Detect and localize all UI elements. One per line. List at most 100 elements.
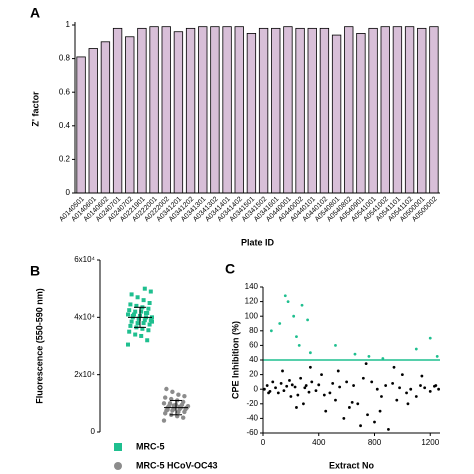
point [140,326,145,331]
point [136,316,141,321]
point [353,352,357,356]
point [150,319,154,324]
point [147,301,152,305]
point [308,351,312,355]
point [348,406,351,409]
point [133,309,138,314]
x-tick-label: 800 [368,438,382,447]
point [304,384,308,387]
point [181,415,186,420]
point [141,321,146,326]
point [282,389,286,393]
point [328,391,332,395]
x-axis-label: Plate ID [241,237,275,247]
bar [222,26,232,194]
y-tick-label: 80 [249,326,258,335]
point [127,329,132,334]
point [262,387,266,391]
point [350,400,354,404]
point [373,420,376,424]
point [303,386,307,390]
point [400,373,404,376]
bar [88,48,98,194]
y-axis-label: CPE Inhibition (%) [230,321,240,399]
point [144,311,148,316]
point [279,381,283,385]
point [428,389,432,393]
x-tick-label: 1200 [421,438,439,447]
point [183,406,188,411]
bar [234,26,244,194]
point [289,395,293,398]
point [391,381,395,385]
bar [380,26,390,194]
point [139,333,144,338]
point [128,302,133,307]
point [182,393,187,399]
x-axis-label: Extract No [329,460,375,470]
point [283,294,287,298]
point [163,395,168,400]
point [293,385,297,389]
bar [161,26,171,194]
bar [404,26,415,194]
bar [258,27,269,194]
bar [307,27,317,194]
point [395,398,399,402]
point [274,386,277,390]
y-tick-label: 40 [249,355,258,364]
point [322,393,326,397]
point [345,380,349,384]
point [317,383,321,387]
point [276,391,280,395]
y-tick-label: 1 [66,20,71,29]
bar [137,27,147,194]
point [171,403,176,408]
bar [210,26,220,194]
point [366,413,369,417]
point [286,300,290,303]
point [139,309,144,314]
point [292,314,296,318]
point [181,399,186,405]
y-tick-label: 0.2 [59,155,71,164]
bar [246,33,257,194]
point [306,318,309,322]
point [338,385,342,389]
point [161,401,167,406]
point [375,387,379,391]
point [361,376,365,380]
bar [344,26,354,194]
point [419,384,422,387]
y-tick-label: 60 [249,341,258,350]
point [352,384,355,387]
point [295,406,298,409]
point [296,393,300,397]
point [145,338,150,343]
bar [271,27,281,194]
y-tick-label: -20 [246,399,258,408]
point [359,424,362,428]
point [423,386,427,390]
y-tick-label: 0 [66,188,71,197]
point [148,289,153,294]
point [435,354,439,358]
point [142,286,147,291]
bar [198,26,208,194]
bar [100,41,111,194]
bar [417,27,427,194]
legend-marker [114,462,122,470]
point [288,379,291,382]
point [320,373,323,376]
point [126,312,130,317]
y-tick-label: 0.8 [59,54,71,63]
bar [319,27,330,194]
point [420,374,424,378]
point [265,384,269,387]
bar [283,26,293,194]
point [434,384,438,387]
point [307,390,311,394]
point [380,395,383,398]
y-tick-label: 0.4 [59,121,71,130]
